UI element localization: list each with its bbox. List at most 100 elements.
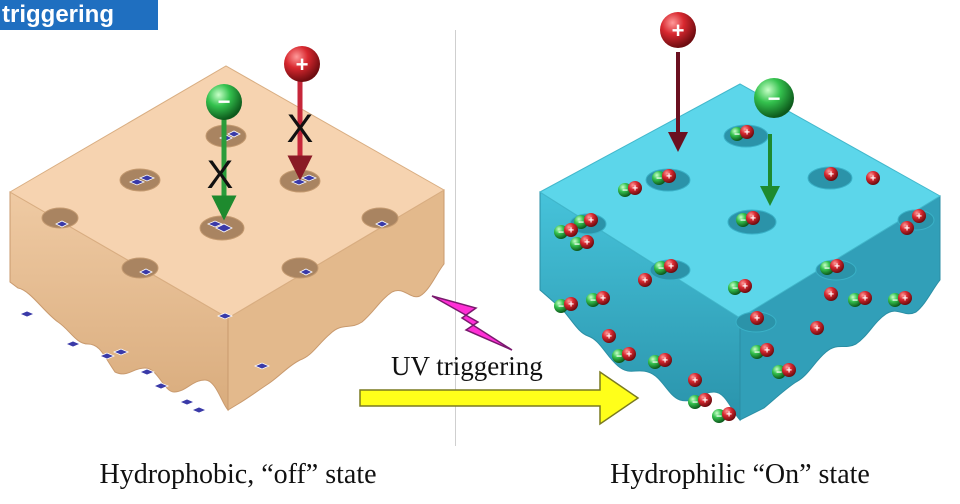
- ion-pair: − +: [712, 407, 736, 423]
- hydrophobic-top-face: [9, 65, 445, 319]
- ion-pair: +: [688, 373, 702, 387]
- ion-pair: − +: [888, 291, 912, 307]
- ion-pair: +: [824, 167, 838, 181]
- small-cation-sign: +: [916, 212, 922, 223]
- small-cation: [746, 211, 760, 225]
- small-cation-sign: +: [764, 346, 770, 357]
- ion-pair: +: [750, 311, 764, 325]
- small-anion-sign: −: [656, 174, 662, 185]
- ion-pair: − +: [820, 259, 844, 275]
- small-cation: [824, 287, 838, 301]
- hydrophilic-caption: Hydrophilic “On” state: [610, 459, 870, 490]
- small-anion-sign: −: [574, 240, 580, 251]
- ion-pair: − +: [554, 297, 578, 313]
- small-cation: [596, 291, 610, 305]
- small-anion-sign: −: [590, 296, 596, 307]
- anion-ion: [206, 84, 242, 120]
- small-cation: [602, 329, 616, 343]
- small-anion-sign: −: [754, 348, 760, 359]
- small-anion-sign: −: [652, 358, 658, 369]
- small-cation-sign: +: [668, 262, 674, 273]
- small-cation-sign: +: [904, 224, 910, 235]
- small-cation-sign: +: [744, 128, 750, 139]
- hydrophobic-tiles: [18, 130, 389, 414]
- cation-ion: [284, 46, 320, 82]
- ion-pair: − +: [750, 343, 774, 359]
- small-cation: [662, 169, 676, 183]
- small-cation-sign: +: [568, 226, 574, 237]
- ion-pair: − +: [586, 291, 610, 307]
- small-anion-sign: −: [776, 368, 782, 379]
- small-cation-sign: +: [662, 356, 668, 367]
- small-cation: [638, 273, 652, 287]
- ion-pair: − +: [652, 169, 676, 185]
- ion-pair: − +: [554, 223, 578, 239]
- small-cation: [584, 213, 598, 227]
- small-cation: [750, 311, 764, 325]
- trigger-arrow: [359, 370, 640, 426]
- ion-pair: +: [824, 287, 838, 301]
- small-cation-sign: +: [754, 314, 760, 325]
- ion-pair: − +: [648, 353, 672, 369]
- incoming-anion: [754, 78, 794, 118]
- small-cation-sign: +: [834, 262, 840, 273]
- incoming-anion-sign: −: [768, 86, 781, 111]
- small-cation: [580, 235, 594, 249]
- small-cation: [688, 373, 702, 387]
- small-cation: [866, 171, 880, 185]
- anion-block-mark: X: [207, 153, 234, 197]
- small-anion-sign: −: [692, 398, 698, 409]
- small-cation: [628, 181, 642, 195]
- small-cation: [698, 393, 712, 407]
- small-cation-sign: +: [902, 294, 908, 305]
- divider-line: [455, 30, 456, 446]
- ion-pair: − +: [848, 291, 872, 307]
- small-cation-sign: +: [588, 216, 594, 227]
- ion-pair: +: [866, 171, 880, 185]
- ion-pair: − +: [574, 213, 598, 229]
- small-cation: [912, 209, 926, 223]
- small-anion-sign: −: [558, 228, 564, 239]
- small-anion-sign: −: [852, 296, 858, 307]
- small-cation: [782, 363, 796, 377]
- small-cation-sign: +: [862, 294, 868, 305]
- ion-pair: − +: [570, 235, 594, 251]
- small-cation: [760, 343, 774, 357]
- hydrophilic-membrane: − +− + +− +− + +− + − ++− +− ++− +− ++− +− ++− +− ++− + − ++…: [539, 12, 941, 423]
- small-cation: [740, 125, 754, 139]
- small-anion-sign: −: [734, 130, 740, 141]
- ion-pair: +: [638, 273, 652, 287]
- small-cation-sign: +: [606, 332, 612, 343]
- small-cation-sign: +: [642, 276, 648, 287]
- small-anion-sign: −: [824, 264, 830, 275]
- small-cation: [898, 291, 912, 305]
- hydrophilic-left-wall: [539, 191, 741, 422]
- small-anion-sign: −: [616, 352, 622, 363]
- small-cation: [622, 347, 636, 361]
- ion-pair: − +: [654, 259, 678, 275]
- small-cation-sign: +: [726, 410, 732, 421]
- small-cation-sign: +: [742, 282, 748, 293]
- small-cation: [738, 279, 752, 293]
- ion-pair: − +: [736, 211, 760, 227]
- ion-pair: +: [912, 209, 926, 223]
- ion-pair: − +: [728, 279, 752, 295]
- small-cation-sign: +: [750, 214, 756, 225]
- hydrophobic-membrane: − X + X: [9, 46, 445, 414]
- small-anion-sign: −: [732, 284, 738, 295]
- ion-cluster-layer: − +− + +− +− + +− + − ++− +− ++− +− ++− +− ++− +− ++− + − ++…: [554, 125, 926, 423]
- small-cation-sign: +: [828, 290, 834, 301]
- small-cation: [858, 291, 872, 305]
- small-cation: [722, 407, 736, 421]
- small-cation: [564, 297, 578, 311]
- title-tag: triggering: [0, 0, 158, 30]
- ion-pair: − +: [688, 393, 712, 409]
- ion-pair: − +: [730, 125, 754, 141]
- hydrophobic-left-wall: [9, 191, 229, 412]
- hydrophobic-right-wall-fill: [227, 189, 445, 411]
- small-cation: [810, 321, 824, 335]
- small-anion-sign: −: [740, 216, 746, 227]
- incoming-cation-sign: +: [672, 18, 685, 43]
- ion-pair: +: [900, 221, 914, 235]
